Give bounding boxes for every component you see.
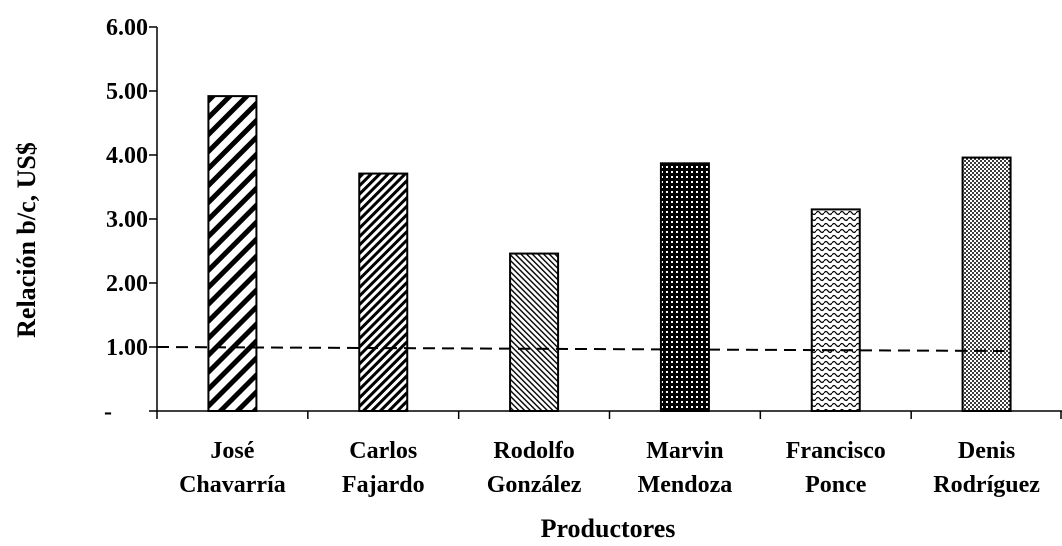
x-category-label: Mendoza [638,472,733,498]
reference-line [156,346,1005,352]
y-tick-label: 3.00 [106,207,148,233]
x-category-label: Rodríguez [933,472,1040,498]
y-tick-label: 5.00 [106,79,148,105]
axes [156,27,1062,419]
y-tick-label: 2.00 [106,271,148,297]
y-tick-label: 1.00 [106,335,148,361]
bar-0 [207,95,258,413]
x-category-label: Fajardo [342,472,425,498]
bar-3 [659,162,710,412]
x-category-label: Rodolfo [493,438,574,464]
y-axis-ticks: - 1.00 2.00 3.00 4.00 5.00 6.00 [104,15,157,425]
bar-4 [810,208,861,412]
x-category-label: José [210,438,254,464]
x-axis-labels: José Chavarría Carlos Fajardo Rodolfo Gonzále… [179,438,1040,498]
x-category-label: Francisco [786,438,886,464]
x-category-label: Carlos [349,438,417,464]
bar-2 [509,252,560,412]
bar-1 [358,172,409,412]
x-category-label: González [487,472,582,498]
y-tick-label: - [104,399,112,425]
x-category-label: Ponce [805,472,867,498]
y-tick-label: 6.00 [106,15,148,41]
x-axis-title: Productores [541,514,676,543]
y-axis-title: Relación b/c, US$ [12,142,41,338]
y-tick-label: 4.00 [106,143,148,169]
bars [207,95,1012,413]
bar-5 [961,156,1012,412]
x-category-label: Marvin [646,438,723,464]
x-category-label: Denis [958,438,1015,464]
x-category-label: Chavarría [179,472,286,498]
reference-line-group [156,346,1005,352]
